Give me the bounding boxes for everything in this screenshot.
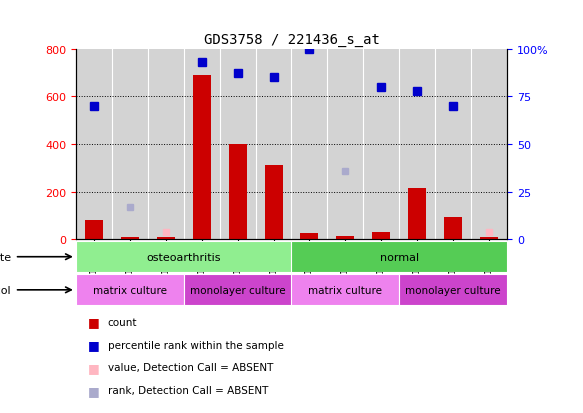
Title: GDS3758 / 221436_s_at: GDS3758 / 221436_s_at [203,33,380,47]
Bar [408,188,426,240]
Bar [300,234,318,240]
Bar [85,221,103,240]
Bar [336,237,354,240]
Text: monolayer culture: monolayer culture [405,285,501,295]
Bar [76,275,184,306]
Bar [292,242,507,273]
Text: normal: normal [380,252,419,262]
Text: ■: ■ [87,338,99,351]
Bar [480,237,498,240]
Bar [292,275,399,306]
Text: ■: ■ [87,384,99,397]
Bar [265,166,283,240]
Bar [184,275,292,306]
Text: value, Detection Call = ABSENT: value, Detection Call = ABSENT [108,363,273,373]
Text: disease state: disease state [0,252,11,262]
Bar [192,76,210,240]
Text: matrix culture: matrix culture [308,285,382,295]
Bar [373,233,391,240]
Text: count: count [108,317,138,327]
Text: ■: ■ [87,316,99,329]
Text: matrix culture: matrix culture [93,285,167,295]
Bar [444,217,462,240]
Text: monolayer culture: monolayer culture [189,285,286,295]
Bar [229,145,247,240]
Bar [157,237,175,240]
Bar [121,237,139,240]
Text: percentile rank within the sample: percentile rank within the sample [108,340,284,350]
Text: ■: ■ [87,361,99,374]
Text: rank, Detection Call = ABSENT: rank, Detection Call = ABSENT [108,385,268,395]
Bar [399,275,507,306]
Text: growth protocol: growth protocol [0,285,11,295]
Bar [76,242,292,273]
Text: osteoarthritis: osteoarthritis [146,252,221,262]
